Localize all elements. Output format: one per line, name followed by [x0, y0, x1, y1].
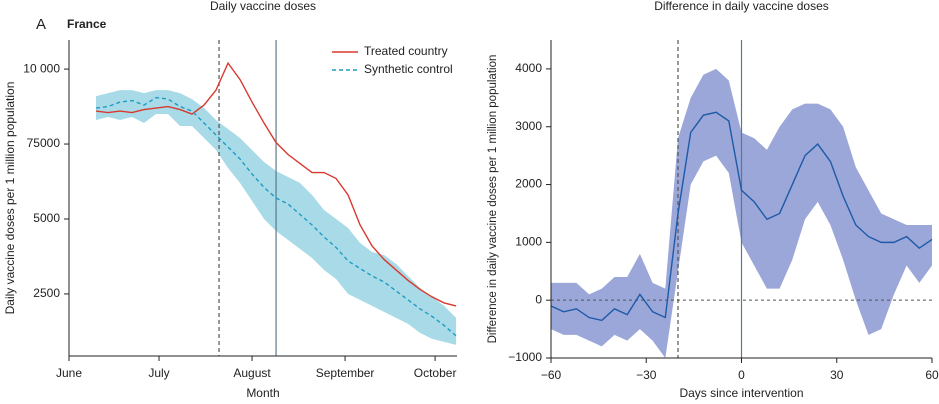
- y-tick-label: 10 000: [23, 61, 60, 75]
- y-axis-label: Daily vaccine doses per 1 million popula…: [3, 82, 17, 315]
- x-tick-label: 30: [830, 368, 844, 382]
- x-tick-label: July: [148, 366, 169, 380]
- x-axis-label: Month: [246, 386, 279, 400]
- country-label: France: [67, 17, 107, 31]
- legend-label: Treated country: [364, 44, 448, 58]
- y-tick-label: −1000: [508, 350, 542, 364]
- y-tick-label: 2500: [33, 286, 60, 300]
- legend-label: Synthetic control: [364, 62, 453, 76]
- series-line: [95, 96, 457, 337]
- series-line: [95, 61, 457, 307]
- y-tick-label: 2000: [515, 177, 542, 191]
- y-tick-label: 0: [535, 292, 542, 306]
- y-tick-label: 1000: [515, 235, 542, 249]
- x-axis-label: Days since intervention: [679, 386, 803, 400]
- y-tick-label: 3000: [515, 119, 542, 133]
- series-line: [550, 111, 933, 322]
- x-tick-label: 0: [738, 368, 745, 382]
- x-tick-label: −60: [541, 368, 562, 382]
- x-tick-label: August: [233, 366, 271, 380]
- chart-title: Difference in daily vaccine doses: [654, 0, 829, 13]
- x-tick-label: September: [316, 366, 375, 380]
- y-tick-label: 5000: [33, 211, 60, 225]
- y-tick-label: 75000: [27, 136, 61, 150]
- x-tick-label: 60: [925, 368, 939, 382]
- y-tick-label: 4000: [515, 61, 542, 75]
- y-axis-label: Difference in daily vaccine doses per 1 …: [487, 55, 499, 344]
- x-tick-label: October: [414, 366, 457, 380]
- x-tick-label: June: [56, 366, 82, 380]
- chart-title: Daily vaccine doses: [210, 0, 316, 13]
- panel-label: A: [36, 16, 46, 33]
- x-tick-label: −30: [636, 368, 657, 382]
